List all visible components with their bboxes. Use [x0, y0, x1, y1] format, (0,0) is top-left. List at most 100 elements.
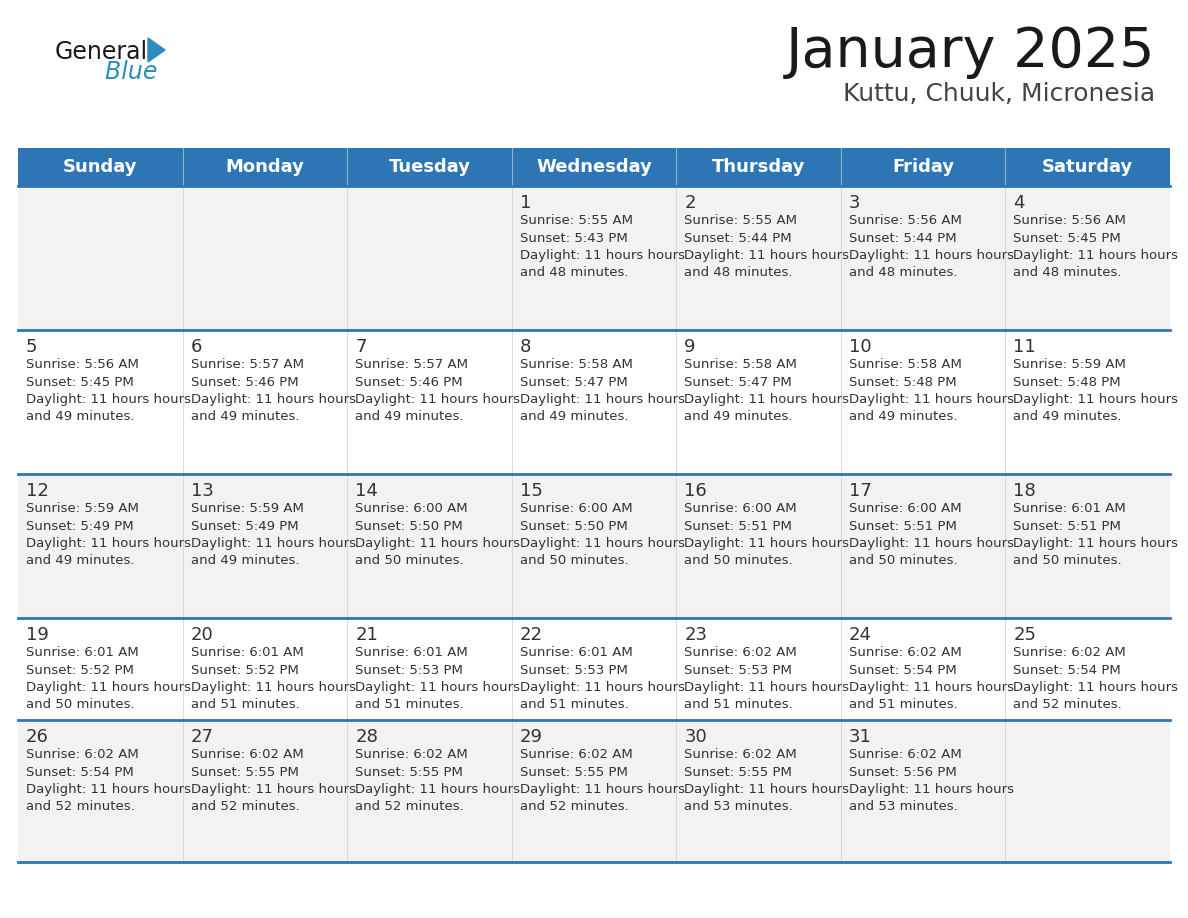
Text: and 49 minutes.: and 49 minutes. — [519, 410, 628, 423]
Text: 8: 8 — [519, 338, 531, 356]
Text: Sunrise: 6:01 AM: Sunrise: 6:01 AM — [355, 646, 468, 659]
Text: Sunrise: 5:59 AM: Sunrise: 5:59 AM — [190, 502, 303, 515]
Text: Sunset: 5:51 PM: Sunset: 5:51 PM — [684, 520, 792, 532]
Text: and 50 minutes.: and 50 minutes. — [355, 554, 463, 567]
Text: Sunset: 5:53 PM: Sunset: 5:53 PM — [684, 664, 792, 677]
Text: Wednesday: Wednesday — [536, 158, 652, 176]
Text: Daylight: 11 hours hours: Daylight: 11 hours hours — [519, 393, 684, 406]
Text: 27: 27 — [190, 728, 214, 746]
Text: Sunrise: 6:02 AM: Sunrise: 6:02 AM — [684, 646, 797, 659]
Text: 9: 9 — [684, 338, 696, 356]
Text: and 48 minutes.: and 48 minutes. — [1013, 266, 1121, 279]
Text: Sunset: 5:54 PM: Sunset: 5:54 PM — [1013, 664, 1121, 677]
Text: Sunrise: 5:58 AM: Sunrise: 5:58 AM — [849, 358, 962, 371]
Bar — [18, 148, 1170, 186]
Text: Sunrise: 5:59 AM: Sunrise: 5:59 AM — [26, 502, 139, 515]
Text: Sunset: 5:43 PM: Sunset: 5:43 PM — [519, 231, 627, 244]
Bar — [18, 720, 1170, 862]
Text: 23: 23 — [684, 626, 707, 644]
Text: and 49 minutes.: and 49 minutes. — [355, 410, 463, 423]
Text: Daylight: 11 hours hours: Daylight: 11 hours hours — [1013, 393, 1178, 406]
Text: Daylight: 11 hours hours: Daylight: 11 hours hours — [519, 681, 684, 694]
Text: Daylight: 11 hours hours: Daylight: 11 hours hours — [1013, 537, 1178, 550]
Text: Sunset: 5:55 PM: Sunset: 5:55 PM — [355, 766, 463, 778]
Text: Sunrise: 5:56 AM: Sunrise: 5:56 AM — [849, 214, 962, 227]
Text: and 49 minutes.: and 49 minutes. — [849, 410, 958, 423]
Text: 22: 22 — [519, 626, 543, 644]
Text: Daylight: 11 hours hours: Daylight: 11 hours hours — [684, 537, 849, 550]
Text: and 50 minutes.: and 50 minutes. — [26, 699, 134, 711]
Text: Sunrise: 6:01 AM: Sunrise: 6:01 AM — [1013, 502, 1126, 515]
Text: Daylight: 11 hours hours: Daylight: 11 hours hours — [355, 783, 520, 796]
Text: Daylight: 11 hours hours: Daylight: 11 hours hours — [1013, 681, 1178, 694]
Bar — [18, 330, 1170, 474]
Text: Daylight: 11 hours hours: Daylight: 11 hours hours — [684, 249, 849, 262]
Text: and 49 minutes.: and 49 minutes. — [190, 410, 299, 423]
Text: Sunday: Sunday — [63, 158, 138, 176]
Text: Tuesday: Tuesday — [388, 158, 470, 176]
Text: Sunset: 5:50 PM: Sunset: 5:50 PM — [519, 520, 627, 532]
Text: and 52 minutes.: and 52 minutes. — [1013, 699, 1123, 711]
Text: Sunrise: 6:02 AM: Sunrise: 6:02 AM — [1013, 646, 1126, 659]
Text: Daylight: 11 hours hours: Daylight: 11 hours hours — [190, 537, 355, 550]
Text: Daylight: 11 hours hours: Daylight: 11 hours hours — [26, 681, 191, 694]
Text: Kuttu, Chuuk, Micronesia: Kuttu, Chuuk, Micronesia — [842, 82, 1155, 106]
Text: 11: 11 — [1013, 338, 1036, 356]
Text: and 49 minutes.: and 49 minutes. — [190, 554, 299, 567]
Text: Sunrise: 6:02 AM: Sunrise: 6:02 AM — [355, 748, 468, 761]
Text: Monday: Monday — [226, 158, 304, 176]
Text: and 51 minutes.: and 51 minutes. — [190, 699, 299, 711]
Text: Sunset: 5:50 PM: Sunset: 5:50 PM — [355, 520, 463, 532]
Text: 18: 18 — [1013, 482, 1036, 500]
Text: Sunrise: 6:01 AM: Sunrise: 6:01 AM — [26, 646, 139, 659]
Text: Sunset: 5:47 PM: Sunset: 5:47 PM — [684, 375, 792, 388]
Text: Sunset: 5:45 PM: Sunset: 5:45 PM — [26, 375, 134, 388]
Bar — [18, 474, 1170, 618]
Text: Sunset: 5:56 PM: Sunset: 5:56 PM — [849, 766, 956, 778]
Text: Sunset: 5:49 PM: Sunset: 5:49 PM — [26, 520, 133, 532]
Text: 3: 3 — [849, 194, 860, 212]
Text: Sunrise: 5:56 AM: Sunrise: 5:56 AM — [1013, 214, 1126, 227]
Text: Sunrise: 6:01 AM: Sunrise: 6:01 AM — [519, 646, 632, 659]
Text: and 51 minutes.: and 51 minutes. — [684, 699, 794, 711]
Text: Sunrise: 6:02 AM: Sunrise: 6:02 AM — [190, 748, 303, 761]
Text: Sunrise: 5:56 AM: Sunrise: 5:56 AM — [26, 358, 139, 371]
Text: and 50 minutes.: and 50 minutes. — [1013, 554, 1121, 567]
Text: and 53 minutes.: and 53 minutes. — [849, 800, 958, 813]
Text: and 52 minutes.: and 52 minutes. — [26, 800, 134, 813]
Text: and 48 minutes.: and 48 minutes. — [849, 266, 958, 279]
Text: and 49 minutes.: and 49 minutes. — [26, 554, 134, 567]
Text: Sunset: 5:47 PM: Sunset: 5:47 PM — [519, 375, 627, 388]
Text: Sunrise: 5:58 AM: Sunrise: 5:58 AM — [684, 358, 797, 371]
Text: Sunrise: 6:01 AM: Sunrise: 6:01 AM — [190, 646, 303, 659]
Text: 25: 25 — [1013, 626, 1036, 644]
Text: 19: 19 — [26, 626, 49, 644]
Text: Daylight: 11 hours hours: Daylight: 11 hours hours — [849, 681, 1013, 694]
Text: Daylight: 11 hours hours: Daylight: 11 hours hours — [849, 249, 1013, 262]
Bar — [18, 618, 1170, 720]
Text: Daylight: 11 hours hours: Daylight: 11 hours hours — [849, 393, 1013, 406]
Text: and 49 minutes.: and 49 minutes. — [1013, 410, 1121, 423]
Text: and 50 minutes.: and 50 minutes. — [684, 554, 792, 567]
Text: 6: 6 — [190, 338, 202, 356]
Text: Sunset: 5:53 PM: Sunset: 5:53 PM — [519, 664, 627, 677]
Text: and 48 minutes.: and 48 minutes. — [684, 266, 792, 279]
Text: Sunrise: 6:02 AM: Sunrise: 6:02 AM — [849, 748, 961, 761]
Text: 2: 2 — [684, 194, 696, 212]
Text: Sunset: 5:54 PM: Sunset: 5:54 PM — [26, 766, 134, 778]
Text: and 49 minutes.: and 49 minutes. — [684, 410, 792, 423]
Text: 5: 5 — [26, 338, 38, 356]
Text: 30: 30 — [684, 728, 707, 746]
Text: 26: 26 — [26, 728, 49, 746]
Text: 29: 29 — [519, 728, 543, 746]
Text: Sunrise: 6:02 AM: Sunrise: 6:02 AM — [26, 748, 139, 761]
Text: Thursday: Thursday — [712, 158, 805, 176]
Text: Saturday: Saturday — [1042, 158, 1133, 176]
Text: Sunset: 5:46 PM: Sunset: 5:46 PM — [355, 375, 463, 388]
Text: Sunset: 5:54 PM: Sunset: 5:54 PM — [849, 664, 956, 677]
Text: Sunset: 5:52 PM: Sunset: 5:52 PM — [190, 664, 298, 677]
Text: Sunset: 5:55 PM: Sunset: 5:55 PM — [519, 766, 627, 778]
Text: and 52 minutes.: and 52 minutes. — [519, 800, 628, 813]
Text: Sunrise: 5:57 AM: Sunrise: 5:57 AM — [190, 358, 304, 371]
Text: Sunrise: 5:55 AM: Sunrise: 5:55 AM — [519, 214, 633, 227]
